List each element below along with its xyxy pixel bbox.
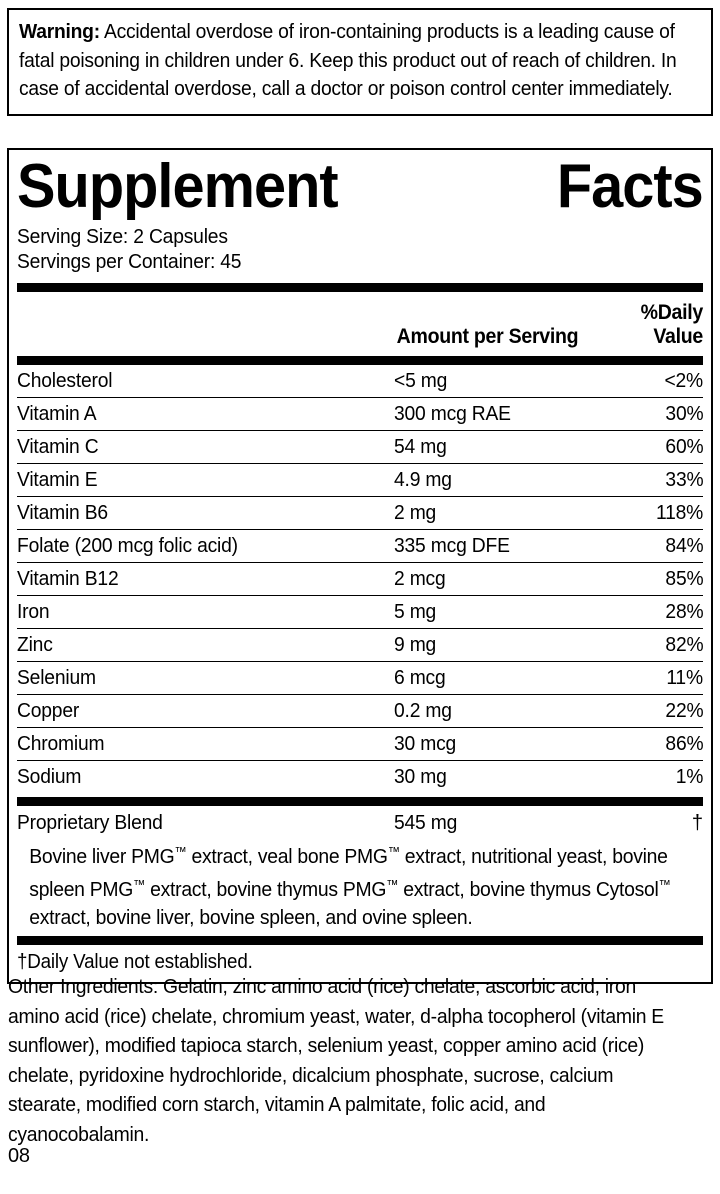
rule-thick-footer xyxy=(17,936,703,946)
nutrient-name: Sodium xyxy=(17,760,382,793)
nutrient-amount: 2 mcg xyxy=(382,562,578,596)
supplement-facts-panel: Supplement Facts Serving Size: 2 Capsule… xyxy=(7,148,713,985)
nutrition-table: Amount per Serving %Daily Value xyxy=(17,292,703,356)
proprietary-blend-row: Proprietary Blend 545 mg † xyxy=(17,806,703,838)
page-number: 08 xyxy=(8,1145,30,1167)
serving-size: Serving Size: 2 Capsules xyxy=(17,225,228,248)
nutrient-amount: 0.2 mg xyxy=(382,694,578,728)
nutrient-daily-value: 85% xyxy=(578,562,703,596)
nutrient-daily-value: 28% xyxy=(578,595,703,629)
nutrient-name: Vitamin A xyxy=(17,397,382,431)
table-row: Vitamin B12 2 mcg 85% xyxy=(17,562,703,596)
nutrient-name: Copper xyxy=(17,694,382,728)
blend-desc-p5: extract, bovine thymus Cytosol xyxy=(398,878,659,902)
blend-desc-p2: extract, veal bone PMG xyxy=(186,845,388,869)
nutrient-name: Cholesterol xyxy=(17,369,113,392)
column-header-amount: Amount per Serving xyxy=(396,325,578,348)
nutrient-name: Vitamin C xyxy=(17,430,382,464)
blend-desc-p4: extract, bovine thymus PMG xyxy=(145,878,387,902)
nutrient-daily-value: <2% xyxy=(664,369,703,392)
nutrient-name: Selenium xyxy=(17,661,382,695)
nutrient-amount: 2 mg xyxy=(382,496,578,530)
nutrient-daily-value: 33% xyxy=(578,463,703,497)
nutrient-name: Chromium xyxy=(17,727,382,761)
rule-thick-top xyxy=(17,283,703,292)
panel-title-supplement: Supplement xyxy=(17,152,339,221)
warning-box: Warning: Accidental overdose of iron-con… xyxy=(7,8,713,116)
table-row: Folate (200 mcg folic acid) 335 mcg DFE … xyxy=(17,529,703,563)
nutrient-amount: 300 mcg RAE xyxy=(382,397,578,431)
table-row: Chromium 30 mcg 86% xyxy=(17,727,703,761)
blend-amount: 545 mg xyxy=(394,811,458,834)
table-row: Iron 5 mg 28% xyxy=(17,595,703,629)
nutrient-amount: 54 mg xyxy=(382,430,578,464)
nutrient-daily-value: 60% xyxy=(578,430,703,464)
nutrient-amount: 6 mcg xyxy=(382,661,578,695)
table-row: Vitamin E 4.9 mg 33% xyxy=(17,463,703,497)
warning-text: Warning: Accidental overdose of iron-con… xyxy=(19,18,701,104)
panel-title-facts: Facts xyxy=(556,152,704,221)
table-row: Vitamin A 300 mcg RAE 30% xyxy=(17,397,703,431)
daily-value-footnote: †Daily Value not established. xyxy=(17,951,253,974)
nutrient-daily-value: 22% xyxy=(578,694,703,728)
table-row: Sodium 30 mg 1% xyxy=(17,760,703,793)
trademark-icon: ™ xyxy=(658,877,671,893)
nutrient-rows-body: Cholesterol <5 mg <2% Vitamin A 300 mcg … xyxy=(17,365,703,793)
table-row: Vitamin B6 2 mg 118% xyxy=(17,496,703,530)
warning-body: Accidental overdose of iron-containing p… xyxy=(19,20,677,100)
servings-per-container: Servings per Container: 45 xyxy=(17,250,242,273)
nutrient-daily-value: 11% xyxy=(578,661,703,695)
rule-thick-header xyxy=(17,356,703,365)
nutrient-amount: <5 mg xyxy=(394,369,448,392)
warning-label: Warning: xyxy=(19,20,100,43)
nutrient-daily-value: 84% xyxy=(578,529,703,563)
table-header-row: Amount per Serving %Daily Value xyxy=(17,292,703,356)
blend-daily-value: † xyxy=(691,811,703,834)
nutrient-amount: 335 mcg DFE xyxy=(382,529,578,563)
nutrient-name: Vitamin B6 xyxy=(17,496,382,530)
blend-desc-p1: Bovine liver PMG xyxy=(29,845,175,869)
column-header-name xyxy=(17,292,382,356)
nutrient-daily-value: 118% xyxy=(578,496,703,530)
table-row: Cholesterol <5 mg <2% xyxy=(17,365,703,398)
nutrient-name: Zinc xyxy=(17,628,382,662)
nutrient-amount: 9 mg xyxy=(382,628,578,662)
table-row: Selenium 6 mcg 11% xyxy=(17,661,703,695)
nutrient-name: Vitamin B12 xyxy=(17,562,382,596)
nutrient-name: Iron xyxy=(17,595,382,629)
nutrient-daily-value: 30% xyxy=(578,397,703,431)
column-header-daily-value: %Daily Value xyxy=(640,301,704,348)
nutrient-name: Vitamin E xyxy=(17,463,382,497)
nutrient-rows-table: Cholesterol <5 mg <2% Vitamin A 300 mcg … xyxy=(17,365,703,793)
nutrient-daily-value: 82% xyxy=(578,628,703,662)
nutrient-amount: 4.9 mg xyxy=(382,463,578,497)
blend-desc-p3: extract, nutritional yeast, bovine splee… xyxy=(29,845,668,902)
trademark-icon: ™ xyxy=(387,844,400,859)
other-ingredients-text: Other Ingredients: Gelatin, zinc amino a… xyxy=(8,975,664,1146)
trademark-icon: ™ xyxy=(386,877,399,893)
rule-thick-blend-top xyxy=(17,797,703,806)
table-row: Copper 0.2 mg 22% xyxy=(17,694,703,728)
trademark-icon: ™ xyxy=(174,844,187,859)
trademark-icon: ™ xyxy=(133,877,146,893)
panel-title: Supplement Facts xyxy=(17,152,704,222)
nutrient-daily-value: 86% xyxy=(578,727,703,761)
nutrient-name: Folate (200 mcg folic acid) xyxy=(17,529,382,563)
table-row: Zinc 9 mg 82% xyxy=(17,628,703,662)
table-row: Vitamin C 54 mg 60% xyxy=(17,430,703,464)
nutrient-daily-value: 1% xyxy=(578,760,703,793)
nutrient-amount: 30 mcg xyxy=(382,727,578,761)
nutrient-amount: 5 mg xyxy=(382,595,578,629)
blend-description: Bovine liver PMG™ extract, veal bone PMG… xyxy=(17,838,703,936)
nutrient-amount: 30 mg xyxy=(382,760,578,793)
blend-name: Proprietary Blend xyxy=(17,811,163,834)
blend-desc-p6: extract, bovine liver, bovine spleen, an… xyxy=(29,906,473,930)
